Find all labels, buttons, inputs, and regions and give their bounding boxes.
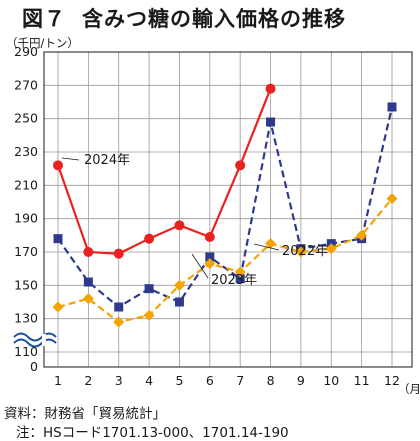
series-annotations: 2024年 2022年 2023年 [61, 153, 328, 288]
data-point-2022 [114, 302, 124, 312]
data-point-2022 [266, 117, 276, 127]
leader-line-2023 [191, 253, 209, 279]
x-tick-label: 10 [323, 373, 339, 388]
x-tick-label: 12 [384, 373, 400, 388]
series-2024 [53, 83, 276, 259]
data-point-2022 [174, 297, 184, 307]
axis-break-gap [42, 334, 46, 346]
axis-break [13, 332, 57, 348]
data-point-2024 [113, 248, 124, 259]
y-tick-label: 130 [14, 311, 38, 326]
y-tick-label: 230 [14, 144, 38, 159]
leader-line-2022 [253, 243, 280, 251]
leader-line-2024 [61, 157, 80, 161]
data-point-2023 [325, 243, 337, 255]
y-axis-unit: （千円/トン） [6, 36, 79, 50]
data-point-2024 [265, 83, 276, 94]
y-tick-label: 190 [14, 211, 38, 226]
series-label-2023: 2023年 [211, 273, 257, 288]
data-point-2023 [204, 258, 216, 270]
data-point-2024 [204, 232, 215, 242]
series-label-2024: 2024年 [84, 153, 130, 168]
data-point-2022 [235, 274, 245, 284]
x-tick-label: 1 [54, 373, 62, 388]
x-tick-label: 9 [297, 373, 305, 388]
series-line-2022 [57, 106, 394, 309]
data-point-2023 [386, 193, 398, 205]
data-point-2022 [387, 102, 397, 112]
data-point-2023 [295, 246, 307, 258]
plot-frame [43, 51, 413, 368]
grid-lines [44, 51, 412, 367]
y-tick-label: 170 [14, 244, 38, 259]
series-line-2023 [57, 197, 393, 324]
data-point-2022 [205, 252, 215, 262]
y-tick-label: 270 [14, 77, 38, 92]
x-tick-label: 7 [236, 373, 244, 388]
x-tick-label: 4 [145, 373, 153, 388]
x-tick-label: 8 [267, 373, 275, 388]
data-point-2023 [113, 316, 125, 328]
x-tick-label: 3 [115, 373, 123, 388]
y-tick-label: 290 [14, 44, 38, 59]
chart-title: 図７ 含みつ糖の輸入価格の推移 [22, 3, 346, 33]
data-point-2023 [265, 238, 277, 250]
axis-break-wave [13, 332, 57, 342]
data-point-2024 [53, 160, 63, 171]
y-tick-label: 110 [14, 344, 38, 359]
x-tick-label: 6 [206, 373, 214, 388]
x-tick-label: 5 [175, 373, 183, 388]
data-point-2023 [173, 279, 185, 291]
x-tick-label: 2 [84, 373, 92, 388]
x-axis-unit: （月） [398, 382, 420, 396]
data-point-2022 [83, 277, 93, 287]
data-point-2022 [53, 234, 63, 244]
axis-break-wave [13, 338, 57, 348]
figure-number: 図７ [22, 7, 66, 31]
data-point-2023 [234, 266, 246, 278]
y-tick-label: 150 [14, 277, 38, 292]
data-point-2023 [82, 293, 94, 305]
hs-code-note: 注：HSコード1701.13-000、1701.14-190 [16, 425, 289, 441]
y-tick-label: 0 [30, 359, 38, 374]
data-point-2023 [356, 229, 368, 241]
x-tick-label: 11 [354, 373, 370, 388]
data-point-2023 [143, 309, 155, 321]
title-text: 含みつ糖の輸入価格の推移 [82, 7, 346, 31]
series-layer [52, 83, 398, 328]
data-point-2023 [52, 301, 64, 313]
data-point-2024 [144, 233, 155, 244]
y-tick-label: 210 [14, 177, 38, 192]
data-point-2022 [144, 284, 154, 294]
data-point-2024 [235, 160, 246, 171]
x-tick-labels: 1 2 3 4 5 6 7 8 9 10 11 12 [54, 373, 400, 388]
series-label-2022: 2022年 [282, 244, 328, 259]
y-tick-label: 250 [14, 111, 38, 126]
data-point-2024 [83, 247, 94, 257]
data-point-2024 [174, 220, 185, 231]
source-note: 資料：財務省「貿易統計」 [4, 406, 166, 422]
series-line-2024 [56, 88, 272, 255]
axes [13, 51, 413, 368]
series-2023 [52, 193, 398, 328]
